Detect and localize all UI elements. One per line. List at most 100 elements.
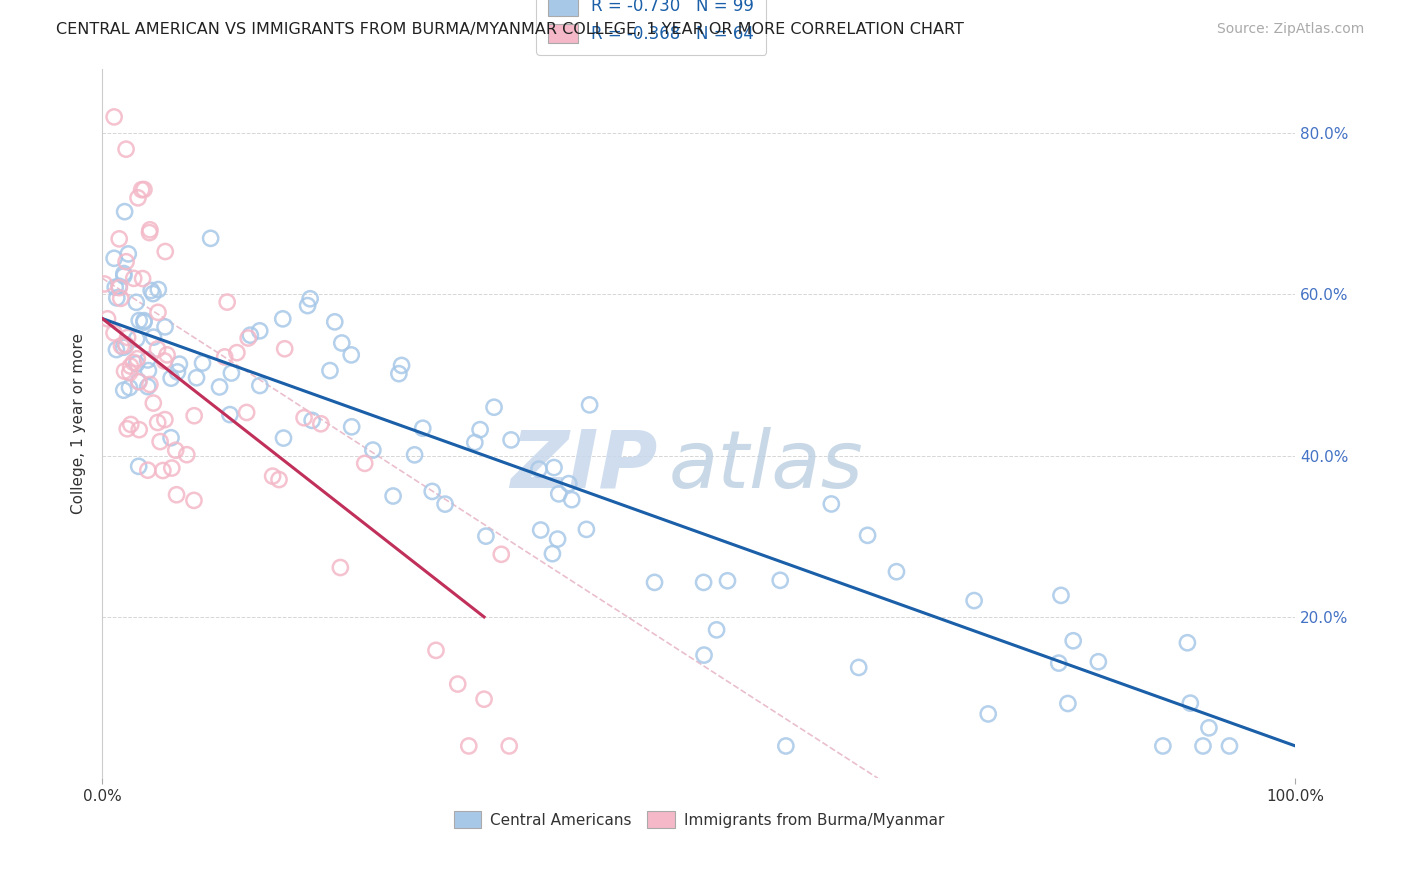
Point [301, 413, 323, 427]
Point [103, 110, 125, 124]
Point [820, 497, 842, 511]
Point [716, 574, 738, 588]
Point [856, 528, 879, 542]
Point [122, 355, 145, 369]
Point [472, 692, 495, 706]
Point [103, 252, 125, 266]
Point [361, 443, 384, 458]
Point [491, 547, 513, 561]
Point [120, 417, 142, 432]
Point [558, 476, 581, 491]
Point [169, 357, 191, 371]
Point [547, 532, 569, 546]
Point [447, 677, 470, 691]
Point [128, 375, 150, 389]
Point [886, 565, 908, 579]
Point [457, 739, 479, 753]
Point [382, 489, 405, 503]
Point [146, 416, 169, 430]
Point [155, 244, 177, 259]
Point [120, 359, 142, 373]
Point [160, 371, 183, 385]
Point [136, 463, 159, 477]
Point [115, 142, 138, 156]
Point [391, 359, 413, 373]
Point [412, 421, 434, 435]
Point [117, 247, 139, 261]
Point [963, 593, 986, 607]
Point [420, 484, 443, 499]
Point [110, 291, 132, 305]
Point [105, 343, 128, 357]
Point [527, 462, 550, 476]
Point [115, 422, 138, 436]
Point [153, 319, 176, 334]
Point [543, 460, 565, 475]
Point [219, 408, 242, 422]
Point [128, 313, 150, 327]
Point [128, 459, 150, 474]
Point [152, 463, 174, 477]
Point [125, 295, 148, 310]
Point [115, 338, 138, 352]
Point [160, 431, 183, 445]
Point [110, 339, 132, 353]
Point [139, 377, 162, 392]
Point [127, 351, 149, 366]
Point [468, 423, 491, 437]
Point [142, 396, 165, 410]
Point [475, 529, 498, 543]
Point [236, 331, 259, 345]
Point [340, 419, 363, 434]
Point [249, 324, 271, 338]
Point [122, 271, 145, 285]
Point [132, 315, 155, 329]
Point [118, 381, 141, 395]
Text: ZIP: ZIP [510, 427, 657, 505]
Point [103, 326, 125, 340]
Point [115, 254, 138, 268]
Point [262, 469, 284, 483]
Point [267, 473, 290, 487]
Point [1180, 696, 1202, 710]
Text: atlas: atlas [669, 427, 863, 505]
Point [706, 623, 728, 637]
Point [482, 401, 505, 415]
Point [112, 267, 135, 281]
Point [208, 380, 231, 394]
Legend: Central Americans, Immigrants from Burma/Myanmar: Central Americans, Immigrants from Burma… [447, 805, 950, 834]
Point [132, 313, 155, 327]
Point [125, 357, 148, 371]
Point [117, 330, 139, 344]
Point [156, 348, 179, 362]
Point [93, 277, 115, 291]
Point [132, 182, 155, 196]
Point [97, 311, 120, 326]
Point [239, 328, 262, 343]
Point [183, 493, 205, 508]
Point [498, 739, 520, 753]
Point [340, 348, 363, 362]
Point [104, 280, 127, 294]
Point [1050, 588, 1073, 602]
Point [112, 340, 135, 354]
Point [136, 379, 159, 393]
Point [146, 305, 169, 319]
Point [775, 739, 797, 753]
Point [138, 363, 160, 377]
Point [166, 488, 188, 502]
Point [499, 433, 522, 447]
Point [112, 268, 135, 283]
Point [330, 336, 353, 351]
Text: CENTRAL AMERICAN VS IMMIGRANTS FROM BURMA/MYANMAR COLLEGE, 1 YEAR OR MORE CORREL: CENTRAL AMERICAN VS IMMIGRANTS FROM BURM… [56, 22, 965, 37]
Point [217, 295, 239, 310]
Point [225, 345, 247, 359]
Point [547, 487, 569, 501]
Point [166, 365, 188, 379]
Y-axis label: College, 1 year or more: College, 1 year or more [72, 333, 86, 514]
Point [139, 223, 162, 237]
Point [299, 292, 322, 306]
Point [183, 409, 205, 423]
Point [464, 435, 486, 450]
Point [108, 232, 131, 246]
